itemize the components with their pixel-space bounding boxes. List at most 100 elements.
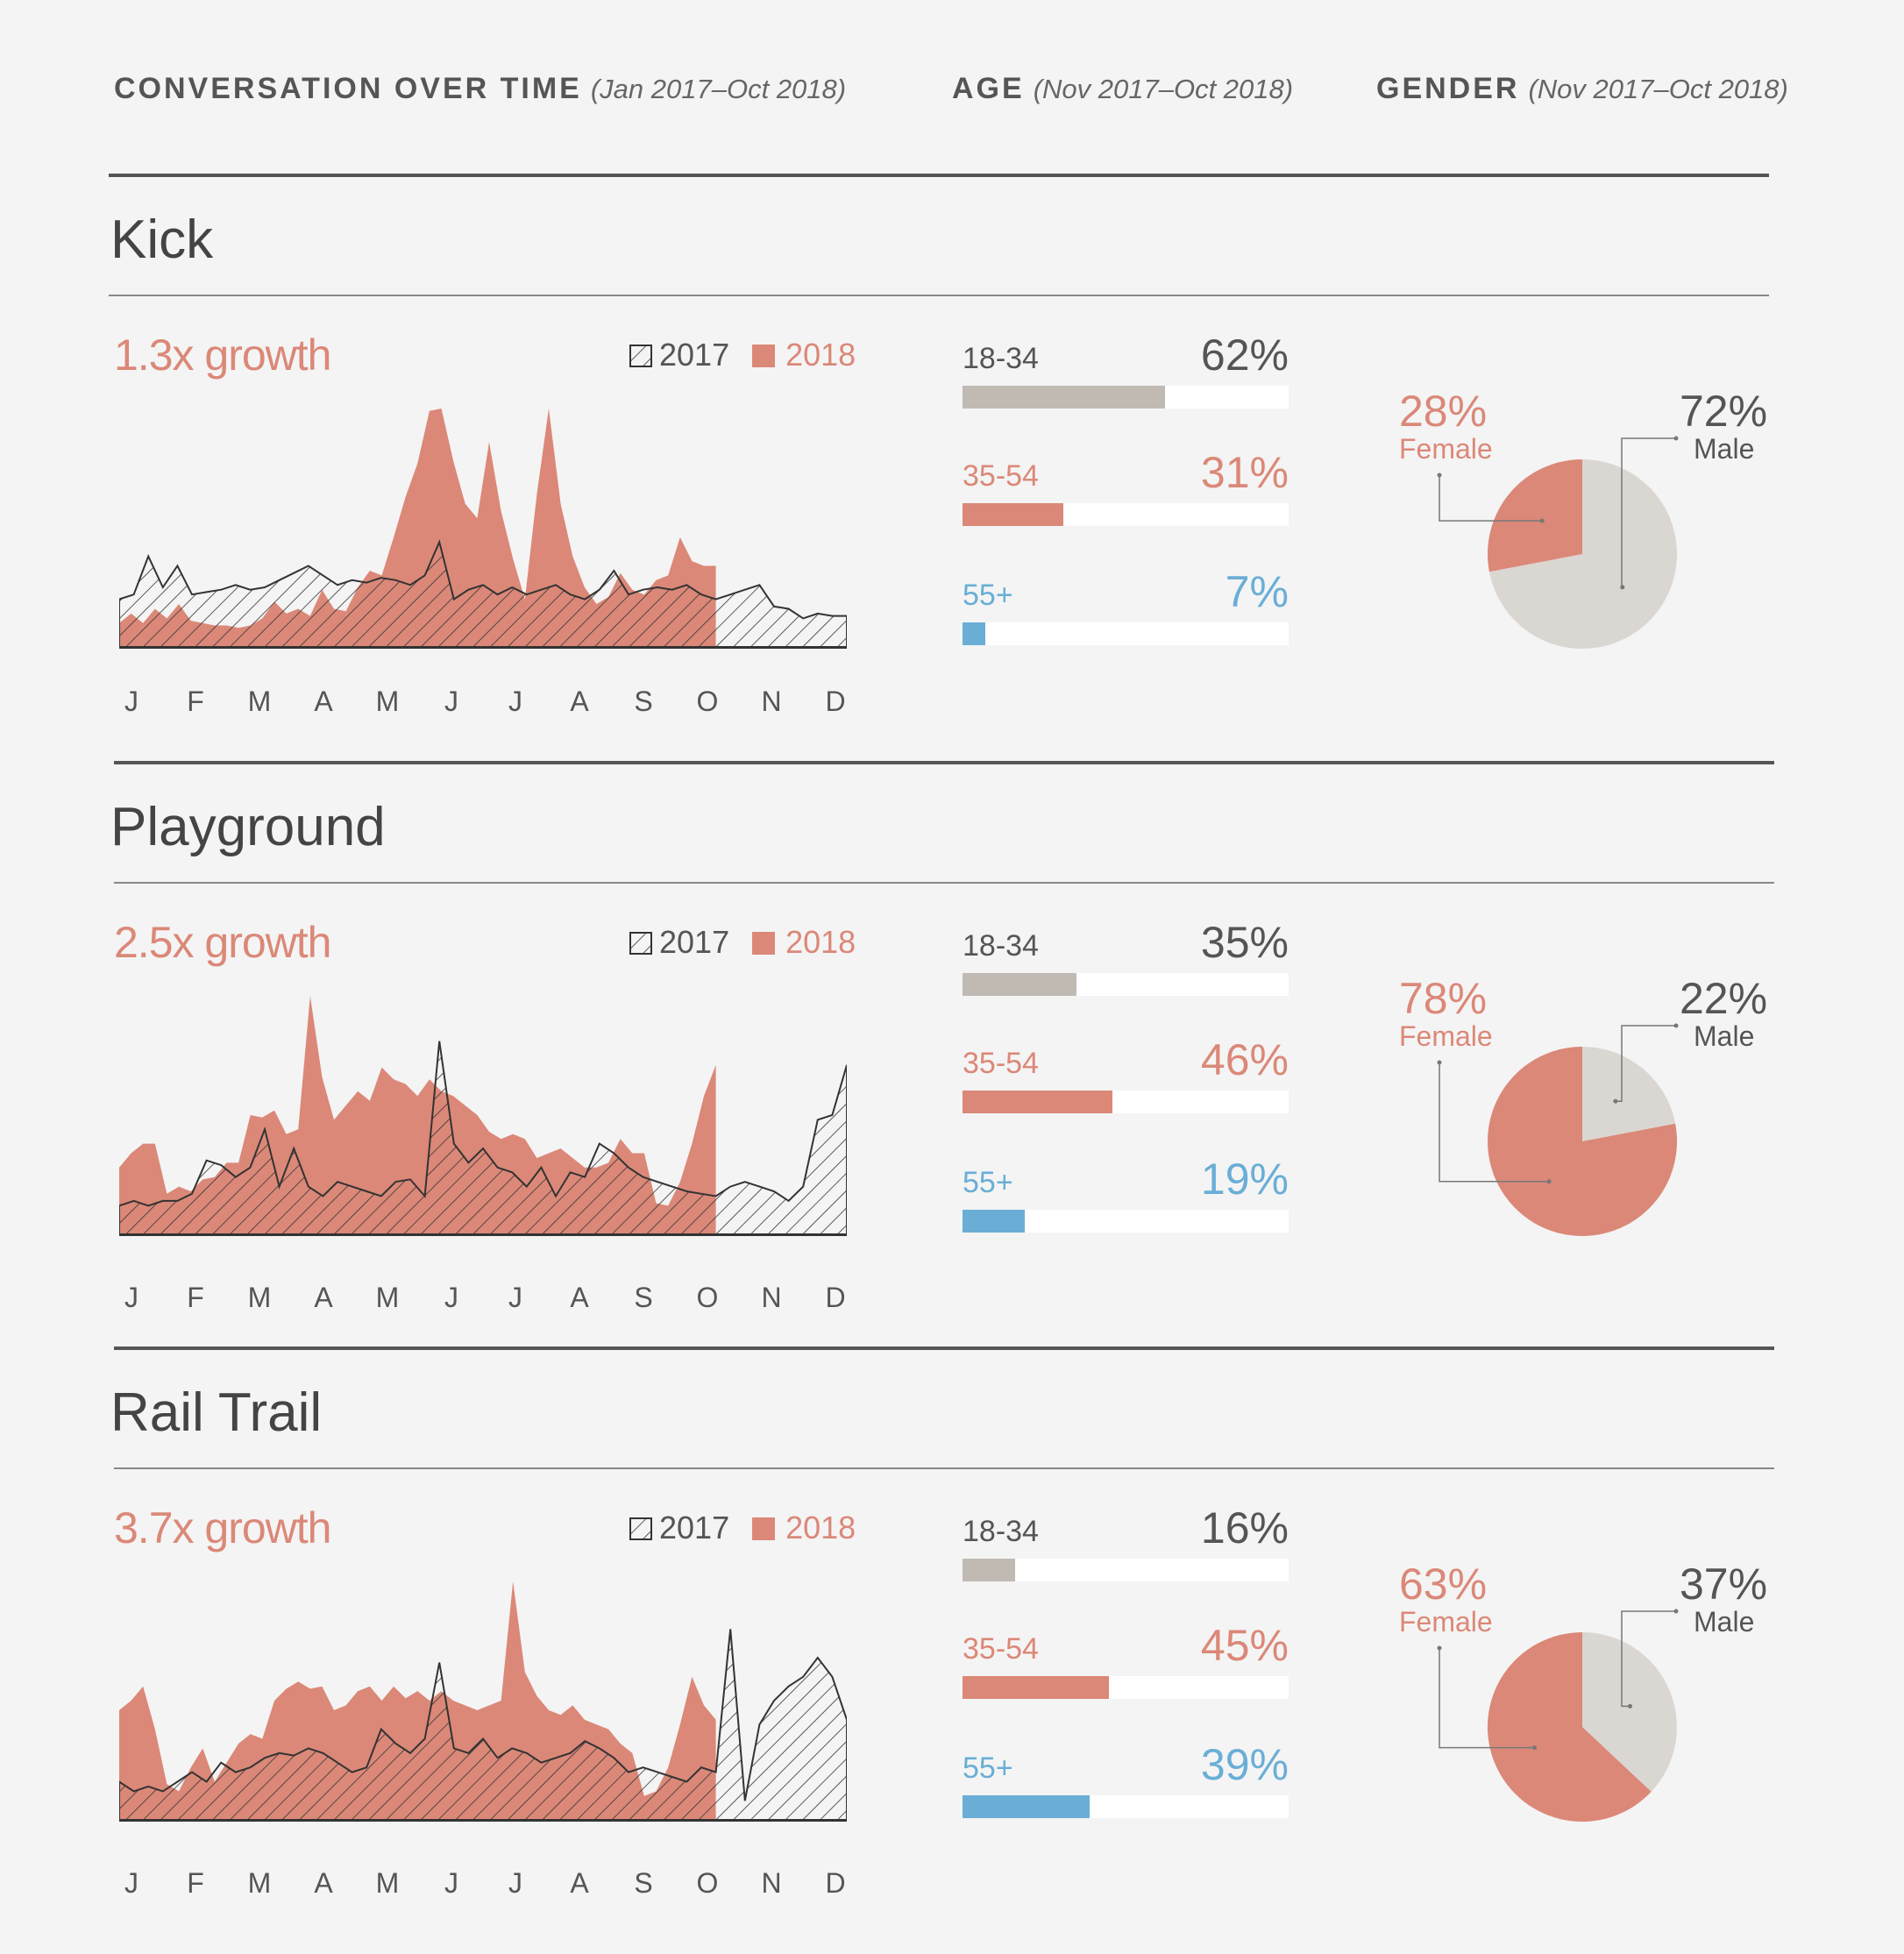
- age-pct: 35%: [1200, 918, 1289, 967]
- age-bar-track: [963, 1559, 1289, 1581]
- month-tick: F: [187, 1867, 204, 1899]
- section-divider: [114, 1467, 1774, 1469]
- month-tick: N: [761, 1867, 782, 1899]
- month-tick: M: [247, 1867, 272, 1899]
- legend-2017-label: 2017: [659, 924, 730, 960]
- header-conversation-title: CONVERSATION OVER TIME: [114, 72, 582, 105]
- age-label: 18-34: [963, 342, 1039, 375]
- month-tick: O: [696, 1867, 719, 1899]
- female-leader-dot: [1546, 1179, 1552, 1184]
- age-bar-track: [963, 622, 1289, 645]
- month-tick: A: [314, 1867, 333, 1899]
- pie-slice-female: [1487, 459, 1582, 572]
- age-bar-track: [963, 1091, 1289, 1113]
- age-bar-track: [963, 503, 1289, 526]
- age-bar-fill: [963, 386, 1165, 409]
- growth-label: 3.7x growth: [114, 1503, 331, 1553]
- legend-2017-swatch: [629, 1517, 652, 1540]
- age-bar-track: [963, 1676, 1289, 1699]
- female-leader-line: [1439, 475, 1543, 522]
- pie-slice-male: [1582, 1047, 1676, 1141]
- age-pct: 31%: [1200, 448, 1289, 497]
- male-pct: 37%: [1680, 1560, 1768, 1609]
- female-leader-dot: [1437, 473, 1442, 478]
- male-leader-dot: [1673, 1609, 1679, 1614]
- header-age-title: AGE: [952, 72, 1025, 105]
- age-pct: 16%: [1200, 1503, 1289, 1553]
- month-tick: A: [314, 1282, 333, 1313]
- series-2017-area: [119, 1041, 847, 1235]
- age-bar-track: [963, 386, 1289, 409]
- age-bar-fill: [963, 973, 1077, 996]
- female-leader-dot: [1437, 1645, 1442, 1651]
- legend-2018-label: 2018: [785, 1510, 856, 1545]
- month-tick: D: [825, 1282, 846, 1313]
- male-leader-dot: [1673, 1023, 1679, 1028]
- pie-chart: [1437, 1609, 1679, 1822]
- age-bar-fill: [963, 1559, 1015, 1581]
- pie-slice-male: [1582, 1632, 1677, 1792]
- legend-2018-label: 2018: [785, 924, 856, 960]
- pie-slice-female: [1487, 1632, 1652, 1822]
- month-tick: J: [444, 1282, 458, 1313]
- age-pct: 39%: [1200, 1740, 1289, 1789]
- section-divider: [109, 295, 1769, 296]
- age-label: 35-54: [963, 1047, 1039, 1080]
- month-tick: J: [444, 686, 458, 717]
- month-tick: N: [761, 686, 782, 717]
- header-conversation: CONVERSATION OVER TIME (Jan 2017–Oct 2018…: [114, 72, 846, 106]
- male-leader-dot: [1673, 436, 1679, 441]
- month-tick: S: [634, 1867, 653, 1899]
- month-tick: M: [375, 1282, 400, 1313]
- header-gender-range: (Nov 2017–Oct 2018): [1528, 74, 1788, 104]
- age-pct: 46%: [1200, 1035, 1289, 1084]
- month-tick: F: [187, 1282, 204, 1313]
- month-tick: J: [444, 1867, 458, 1899]
- legend-2018-swatch: [752, 1517, 776, 1540]
- male-leader-line: [1621, 1610, 1676, 1708]
- age-label: 35-54: [963, 459, 1039, 493]
- header-gender-title: GENDER: [1376, 72, 1520, 105]
- month-tick: J: [508, 1282, 522, 1313]
- series-2017-area: [119, 539, 847, 648]
- legend-2018-swatch: [752, 932, 776, 955]
- legend-2017-label: 2017: [659, 1510, 730, 1545]
- month-tick: N: [761, 1282, 782, 1313]
- age-pct: 7%: [1225, 567, 1289, 616]
- age-pct: 19%: [1200, 1155, 1289, 1204]
- month-tick: S: [634, 686, 653, 717]
- area-chart: [119, 996, 847, 1236]
- age-label: 35-54: [963, 1632, 1039, 1666]
- female-label: Female: [1399, 433, 1493, 465]
- age-pct: 45%: [1200, 1621, 1289, 1670]
- age-label: 55+: [963, 579, 1013, 612]
- legend-2018: 2018: [752, 924, 856, 960]
- legend-2018-label: 2018: [785, 337, 856, 373]
- female-leader-line: [1439, 1062, 1550, 1183]
- female-pct: 63%: [1399, 1560, 1488, 1609]
- male-label: Male: [1694, 1020, 1755, 1052]
- female-label: Female: [1399, 1020, 1493, 1052]
- month-tick: S: [634, 1282, 653, 1313]
- month-tick: J: [124, 686, 139, 717]
- month-tick: F: [187, 686, 204, 717]
- age-bar-track: [963, 1210, 1289, 1233]
- area-chart: [119, 409, 847, 649]
- age-label: 18-34: [963, 929, 1039, 963]
- age-label: 18-34: [963, 1515, 1039, 1548]
- pie-chart: [1437, 436, 1679, 649]
- month-tick: M: [375, 686, 400, 717]
- male-label: Male: [1694, 433, 1755, 465]
- month-tick: D: [825, 686, 846, 717]
- age-bar-track: [963, 1795, 1289, 1818]
- section-rule: [114, 761, 1774, 764]
- age-bar-fill: [963, 1210, 1025, 1233]
- section-title: Rail Trail: [110, 1382, 323, 1443]
- legend-2018: 2018: [752, 337, 856, 373]
- male-leader-line: [1615, 1025, 1676, 1102]
- age-bar-fill: [963, 503, 1064, 526]
- series-2018-area: [119, 409, 716, 647]
- male-pct: 22%: [1680, 974, 1768, 1023]
- chart-legend: 2017 2018: [629, 1510, 856, 1546]
